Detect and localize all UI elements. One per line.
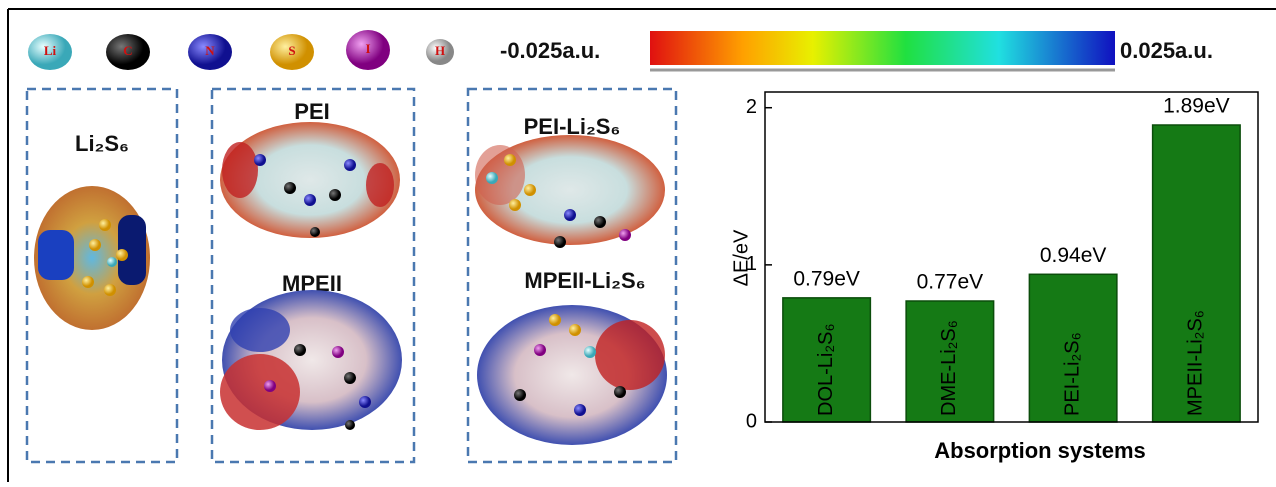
y-tick-label: 1 (746, 253, 757, 275)
atom-label: H (435, 43, 445, 58)
scale-max: 0.025a.u. (1120, 38, 1213, 63)
panel-label: Li₂S₆ (75, 131, 129, 156)
category-label: DOL-Li₂S₆ (815, 323, 837, 416)
x-axis-label: Absorption systems (934, 438, 1146, 463)
value-label: 0.77eV (917, 271, 984, 294)
page: {"atoms": ["Li", "C", "N", "S", "I", "H"… (0, 0, 1276, 482)
atom-label: N (205, 43, 215, 58)
atom-label: Li (44, 43, 57, 58)
value-label: 1.89eV (1163, 95, 1230, 118)
y-tick-label: 2 (746, 96, 757, 118)
atom-label: I (365, 41, 370, 56)
panel-label: PEI (294, 99, 329, 124)
figure: Li C N S I H -0.025a.u. 0.025a.u. Li₂S₆ … (0, 0, 1276, 482)
y-tick-label: 0 (746, 410, 757, 432)
molecule (220, 290, 402, 430)
value-label: 0.79eV (793, 267, 860, 290)
panel-label: MPEII-Li₂S₆ (524, 268, 645, 293)
bar-chart: ΔE/eV Absorption systems 0120.79eVDOL-Li… (730, 92, 1258, 463)
molecule (477, 305, 667, 445)
molecule (34, 186, 150, 330)
atom-label: C (123, 43, 132, 58)
color-scale (650, 31, 1115, 65)
atom-label: S (288, 43, 295, 58)
scale-min: -0.025a.u. (500, 38, 600, 63)
value-label: 0.94eV (1040, 244, 1107, 267)
category-label: PEI-Li₂S₆ (1061, 332, 1083, 416)
category-label: MPEII-Li₂S₆ (1185, 310, 1207, 416)
category-label: DME-Li₂S₆ (938, 320, 960, 416)
molecule (220, 122, 400, 238)
molecule (475, 135, 665, 248)
atom-legend: Li C N S I H (28, 30, 454, 70)
